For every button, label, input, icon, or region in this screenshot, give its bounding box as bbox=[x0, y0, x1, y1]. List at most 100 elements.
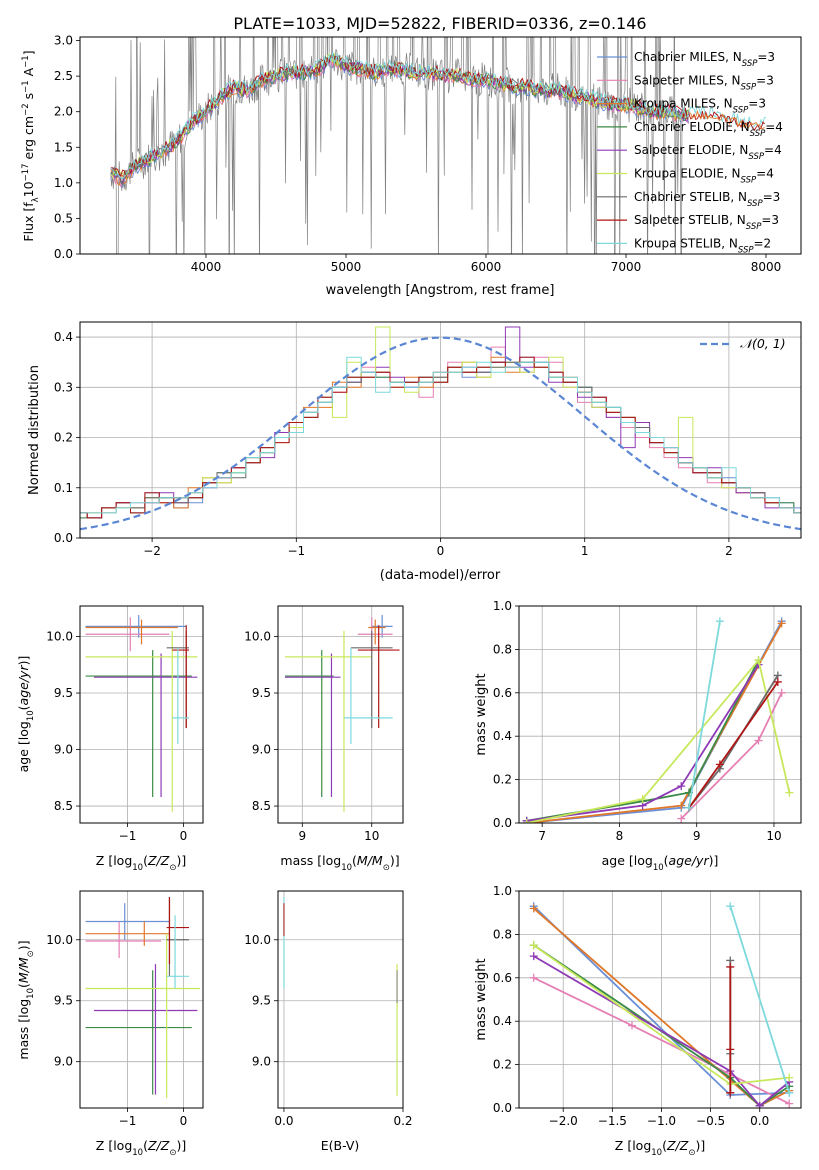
x-tick-label: 1 bbox=[581, 544, 589, 558]
legend-entry: Salpeter MILES, NSSP=3 bbox=[634, 73, 774, 92]
weight-line bbox=[688, 681, 779, 809]
histogram-step bbox=[80, 361, 801, 519]
x-tick-label: 9 bbox=[693, 829, 701, 843]
x-tick-label: 8 bbox=[616, 829, 624, 843]
weight-marker bbox=[715, 617, 724, 626]
panel-ebv_vs_mass: 0.0 0.2 9.0 9.5 10.0 E(B-V) bbox=[244, 890, 413, 1153]
y-tick-label: 2.5 bbox=[54, 69, 73, 83]
legend-entry: Kroupa ELODIE, NSSP=4 bbox=[634, 167, 774, 186]
y-tick-label: 0.2 bbox=[493, 773, 512, 787]
weight-line bbox=[526, 622, 783, 823]
histogram-step bbox=[80, 361, 801, 519]
weight-marker bbox=[785, 788, 794, 797]
x-tick-label: 0.0 bbox=[750, 1114, 769, 1128]
weight-marker bbox=[754, 656, 763, 665]
y-tick-label: 10.0 bbox=[46, 933, 73, 947]
x-tick-label: 8000 bbox=[751, 260, 782, 274]
y-tick-label: 2.0 bbox=[54, 105, 73, 119]
plot-area bbox=[522, 617, 794, 823]
x-axis-label: age [log10(age/yr)] bbox=[602, 853, 719, 873]
y-tick-label: 0.6 bbox=[493, 686, 512, 700]
panel-Z_vs_mass: −1 0 9.0 9.5 10.0 Z [log10(Z/Z⊙)] mass [log10(… bbox=[16, 890, 204, 1158]
weight-marker bbox=[754, 736, 763, 745]
y-tick-label: 10.0 bbox=[46, 630, 73, 644]
x-tick-label: 4000 bbox=[191, 260, 222, 274]
y-axis-label: mass weight bbox=[474, 673, 489, 755]
y-tick-label: 8.5 bbox=[54, 799, 73, 813]
x-tick-label: 2 bbox=[725, 544, 733, 558]
weight-marker bbox=[677, 814, 686, 823]
weight-marker bbox=[677, 782, 686, 791]
plot-area bbox=[284, 615, 400, 812]
weight-marker bbox=[726, 1088, 735, 1097]
weight-marker bbox=[522, 819, 531, 823]
legend-entry: Salpeter ELODIE, NSSP=4 bbox=[634, 143, 782, 162]
x-tick-label: 9 bbox=[298, 829, 306, 843]
legend-entry: 𝒩(0, 1) bbox=[740, 336, 786, 351]
plot-area bbox=[110, 37, 767, 254]
y-tick-label: 0.2 bbox=[54, 431, 73, 445]
axes-frame bbox=[277, 605, 404, 824]
y-tick-label: 1.5 bbox=[54, 140, 73, 154]
y-tick-label: 0.4 bbox=[493, 729, 512, 743]
x-tick-label: −1 bbox=[119, 829, 137, 843]
plot-area bbox=[85, 897, 201, 1099]
panel-mass_vs_age: 9 10 8.5 9.0 9.5 10.0 mass [log10(M/M⊙)] bbox=[244, 605, 404, 873]
weight-marker bbox=[627, 1021, 636, 1030]
normal-curve bbox=[80, 336, 801, 531]
x-tick-label: −1 bbox=[119, 1114, 137, 1128]
weight-marker bbox=[777, 619, 786, 628]
weight-marker bbox=[726, 962, 735, 971]
data-spectrum-line bbox=[110, 37, 685, 254]
x-tick-label: −2 bbox=[143, 544, 161, 558]
y-axis-label: mass [log10(M/M⊙)] bbox=[16, 940, 36, 1059]
y-tick-label: 0.1 bbox=[54, 481, 73, 495]
x-tick-label: 0 bbox=[180, 829, 188, 843]
x-tick-label: −1 bbox=[287, 544, 305, 558]
weight-marker bbox=[529, 952, 538, 961]
y-tick-label: 0.0 bbox=[493, 816, 512, 830]
y-tick-label: 10.0 bbox=[244, 630, 271, 644]
y-tick-label: 3.0 bbox=[54, 34, 73, 48]
y-tick-label: 9.0 bbox=[252, 1055, 271, 1069]
y-tick-label: 0.0 bbox=[54, 247, 73, 261]
x-tick-label: 5000 bbox=[331, 260, 362, 274]
model-spectrum-line bbox=[110, 51, 689, 184]
x-tick-label: −2.0 bbox=[549, 1114, 578, 1128]
x-axis-label: Z [log10(Z/Z⊙)] bbox=[96, 853, 186, 873]
weight-marker bbox=[755, 1101, 764, 1108]
axes-frame bbox=[79, 36, 802, 255]
axes-frame bbox=[79, 605, 204, 824]
y-tick-label: 0.2 bbox=[493, 1058, 512, 1072]
plot-area bbox=[283, 897, 398, 1096]
legend-entry: Chabrier STELIB, NSSP=3 bbox=[634, 190, 780, 209]
y-tick-label: 0.8 bbox=[493, 642, 512, 656]
y-tick-label: 9.5 bbox=[54, 994, 73, 1008]
x-tick-label: −0.5 bbox=[696, 1114, 725, 1128]
weight-line bbox=[533, 944, 790, 1107]
x-tick-label: 7000 bbox=[611, 260, 642, 274]
axes-frame bbox=[79, 321, 802, 539]
weight-marker bbox=[785, 1099, 794, 1108]
x-axis-label: (data-model)/error bbox=[380, 568, 501, 583]
axes-frame bbox=[518, 890, 802, 1109]
histogram-step bbox=[80, 326, 801, 519]
y-tick-label: 10.0 bbox=[244, 933, 271, 947]
histogram-step bbox=[80, 346, 801, 519]
y-tick-label: 0.6 bbox=[493, 971, 512, 985]
x-axis-label: wavelength [Angstrom, rest frame] bbox=[326, 283, 555, 298]
plot-area bbox=[80, 326, 801, 531]
y-tick-label: 9.0 bbox=[54, 1055, 73, 1069]
y-tick-label: 0.0 bbox=[54, 531, 73, 545]
x-tick-label: −1.5 bbox=[598, 1114, 627, 1128]
plot-area bbox=[85, 615, 198, 812]
model-spectrum-line bbox=[688, 109, 765, 130]
weight-marker bbox=[529, 973, 538, 982]
axes-frame bbox=[79, 890, 204, 1109]
plot-area bbox=[529, 902, 794, 1108]
x-tick-label: 0 bbox=[180, 1114, 188, 1128]
weight-marker bbox=[529, 941, 538, 950]
weight-line bbox=[526, 620, 783, 823]
panel-spectrum: 4000 5000 6000 7000 8000 0.0 0.5 1.0 1.5 2.0 2.5 3.… bbox=[21, 34, 802, 298]
